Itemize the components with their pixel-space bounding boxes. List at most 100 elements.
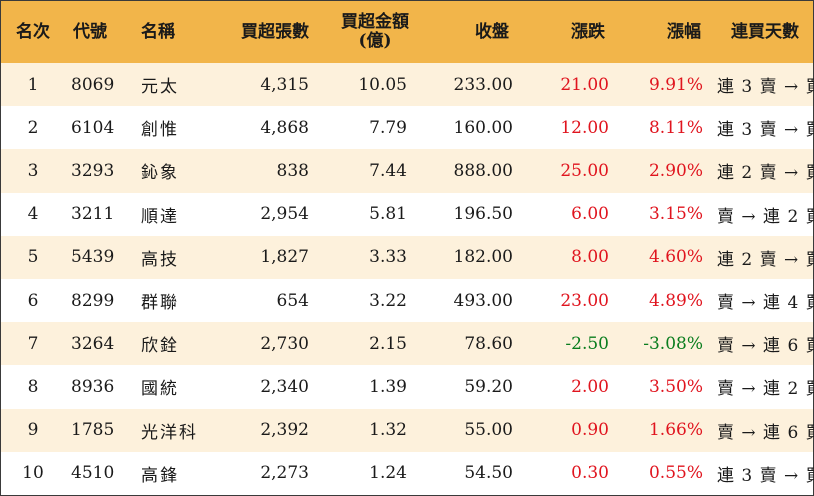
header-code: 代號 [73,21,107,42]
close-price-cell: 182.00 [453,247,513,268]
table-row: 10 4510 高鋒 2,273 1.24 54.50 0.30 0.55% 連 3 賣 → 買 [1,451,814,495]
change-pct-cell: 1.66% [648,420,703,441]
header-row: 名次 代號 名稱 買超張數 買超金額 (億) 收盤 漲跌 漲幅 連買天數 [1,1,813,63]
header-streak: 連買天數 [731,21,799,42]
buy-streak-cell: 賣 → 連 4 買 [717,293,814,314]
stock-code-cell: 3264 [71,333,115,354]
header-net-buy-amount: 買超金額 (億) [317,1,427,63]
header-change: 漲跌 [571,21,605,42]
price-change-cell: 0.30 [571,463,609,484]
close-price-cell: 160.00 [453,117,513,138]
rank-cell: 1 [27,74,39,95]
stock-code-cell: 1785 [71,420,115,441]
stock-name-cell: 創惟 [141,120,179,141]
net-buy-volume-cell: 1,827 [260,247,309,268]
price-change-cell: 0.90 [571,420,609,441]
net-buy-amount-cell: 10.05 [358,74,407,95]
table-row: 2 6104 創惟 4,868 7.79 160.00 12.00 8.11% 連 3 賣 → … [1,106,814,150]
close-price-cell: 233.00 [453,74,513,95]
price-change-cell: 8.00 [571,247,609,268]
change-pct-cell: 9.91% [648,74,703,95]
rank-cell: 2 [27,117,39,138]
header-change-pct: 漲幅 [667,21,701,42]
stock-name-cell: 國統 [141,379,179,400]
net-buy-amount-cell: 1.24 [369,463,407,484]
buy-streak-cell: 賣 → 連 2 買 [717,379,814,400]
stock-code-cell: 5439 [71,247,115,268]
close-price-cell: 78.60 [464,333,513,354]
net-buy-amount-cell: 3.22 [369,290,407,311]
table-row: 9 1785 光洋科 2,392 1.32 55.00 0.90 1.66% 賣 → 連 6 買 [1,408,814,452]
change-pct-cell: 3.50% [648,376,703,397]
buy-streak-cell: 賣 → 連 6 買 [717,422,814,443]
close-price-cell: 55.00 [464,420,513,441]
stock-name-cell: 順達 [141,206,179,227]
net-buy-volume-cell: 2,273 [260,463,309,484]
net-buy-volume-cell: 2,954 [260,204,309,225]
price-change-cell: 21.00 [560,74,609,95]
stock-name-cell: 元太 [141,77,179,98]
buy-streak-cell: 連 2 賣 → 買 [717,249,814,270]
rank-cell: 4 [27,204,39,225]
net-buy-amount-cell: 7.79 [369,117,407,138]
table-header: 名次 代號 名稱 買超張數 買超金額 (億) 收盤 漲跌 漲幅 連買天數 [1,1,813,63]
rank-cell: 6 [27,290,39,311]
net-buy-volume-cell: 2,340 [260,376,309,397]
price-change-cell: -2.50 [565,333,609,354]
stock-code-cell: 8069 [71,74,115,95]
net-buy-amount-cell: 3.33 [369,247,407,268]
header-rank: 名次 [16,21,50,42]
stock-name-cell: 欣銓 [141,336,179,357]
net-buy-volume-cell: 4,868 [260,117,309,138]
stock-code-cell: 3293 [71,160,115,181]
change-pct-cell: 4.89% [648,290,703,311]
table-row: 4 3211 順達 2,954 5.81 196.50 6.00 3.15% 賣 → 連 2 買 [1,192,814,236]
rank-cell: 10 [22,463,44,484]
stock-name-cell: 高鋒 [141,465,179,486]
close-price-cell: 196.50 [453,204,513,225]
header-net-buy-amount-line1: 買超金額 [341,12,409,32]
buy-streak-cell: 賣 → 連 6 買 [717,336,814,357]
change-pct-cell: -3.08% [643,333,703,354]
price-change-cell: 2.00 [571,376,609,397]
buy-streak-cell: 連 3 賣 → 買 [717,465,814,486]
net-buy-volume-cell: 2,730 [260,333,309,354]
table-row: 8 8936 國統 2,340 1.39 59.20 2.00 3.50% 賣 → 連 2 買 [1,365,814,409]
table-row: 3 3293 鈊象 838 7.44 888.00 25.00 2.90% 連 2 賣 → 買 [1,149,814,193]
change-pct-cell: 4.60% [648,247,703,268]
stock-code-cell: 8936 [71,376,115,397]
stock-name-cell: 鈊象 [141,163,179,184]
price-change-cell: 12.00 [560,117,609,138]
table-row: 7 3264 欣銓 2,730 2.15 78.60 -2.50 -3.08% 賣 → 連 6 … [1,322,814,366]
close-price-cell: 888.00 [453,160,513,181]
rank-cell: 8 [27,376,39,397]
net-buy-amount-cell: 5.81 [369,204,407,225]
table-row: 5 5439 高技 1,827 3.33 182.00 8.00 4.60% 連 2 賣 → 買 [1,235,814,279]
change-pct-cell: 2.90% [648,160,703,181]
change-pct-cell: 8.11% [648,117,703,138]
table-row: 6 8299 群聯 654 3.22 493.00 23.00 4.89% 賣 → 連 4 買 [1,278,814,323]
header-net-buy-amount-line2: (億) [358,31,392,51]
net-buy-amount-cell: 1.39 [369,376,407,397]
buy-streak-cell: 連 2 賣 → 買 [717,163,814,184]
header-close: 收盤 [475,21,509,42]
net-buy-amount-cell: 1.32 [369,420,407,441]
net-buy-volume-cell: 654 [276,290,309,311]
net-buy-amount-cell: 7.44 [369,160,407,181]
rank-cell: 5 [27,247,39,268]
stock-code-cell: 3211 [71,204,115,225]
rank-cell: 9 [27,420,39,441]
header-name: 名稱 [141,21,175,42]
buy-streak-cell: 賣 → 連 2 買 [717,206,814,227]
rank-cell: 3 [27,160,39,181]
stock-name-cell: 光洋科 [141,422,198,443]
net-buy-amount-cell: 2.15 [369,333,407,354]
stock-code-cell: 8299 [71,290,115,311]
header-net-buy-volume: 買超張數 [241,21,309,42]
price-change-cell: 6.00 [571,204,609,225]
change-pct-cell: 0.55% [648,463,703,484]
stock-name-cell: 高技 [141,249,179,270]
table-body: 1 8069 元太 4,315 10.05 233.00 21.00 9.91% 連 3 賣 →… [1,63,814,495]
